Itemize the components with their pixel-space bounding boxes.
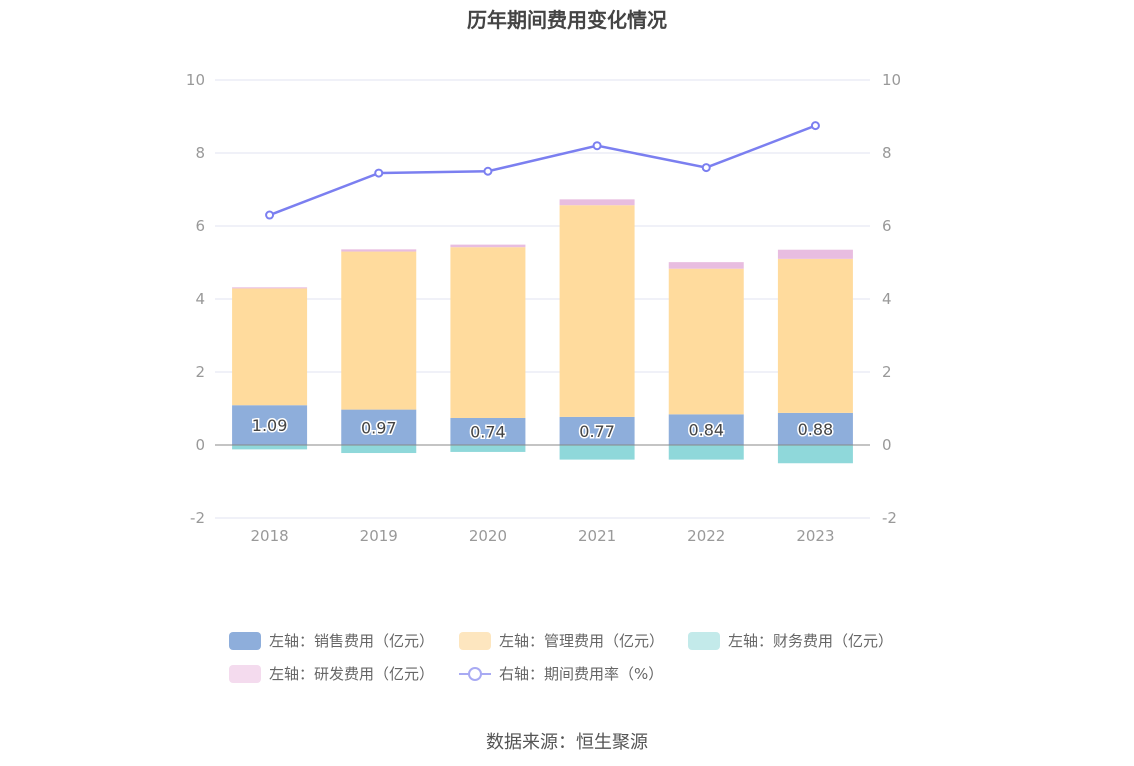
y-tick-label-left: 10	[186, 71, 205, 89]
bar-admin	[777, 258, 853, 413]
x-tick-label: 2020	[469, 527, 507, 545]
bar-sales	[450, 417, 526, 445]
x-tick-label: 2018	[250, 527, 288, 545]
data-label-sales: 0.97	[361, 418, 397, 437]
x-tick-label: 2022	[687, 527, 725, 545]
legend-swatch-finance	[688, 631, 720, 650]
data-label-sales: 0.88	[798, 420, 834, 439]
legend-item-rd[interactable]: 左轴：研发费用（亿元）	[229, 663, 434, 684]
bar-sales	[341, 409, 417, 445]
legend-swatch-rd	[229, 664, 261, 683]
y-tick-label-right: 2	[882, 363, 892, 381]
y-tick-label-left: 2	[195, 363, 205, 381]
legend-label-admin: 左轴：管理费用（亿元）	[499, 632, 665, 650]
data-source: 数据来源：恒生聚源	[486, 732, 648, 753]
legend-item-sales[interactable]: 左轴：销售费用（亿元）	[229, 630, 434, 651]
y-tick-label-left: 6	[195, 217, 205, 235]
bar-sales	[668, 414, 744, 445]
bar-rd	[232, 287, 308, 289]
y-tick-label-right: 8	[882, 144, 892, 162]
bar-admin	[232, 288, 308, 406]
legend-label-sales: 左轴：销售费用（亿元）	[269, 632, 435, 650]
point-rate	[701, 163, 711, 173]
legend-item-finance[interactable]: 左轴：财务费用（亿元）	[688, 630, 893, 651]
bar-admin	[341, 251, 417, 410]
data-label-sales: 0.84	[688, 421, 724, 440]
bar-rd	[341, 249, 417, 252]
bar-admin	[559, 205, 635, 417]
bar-rd	[777, 249, 853, 259]
legend-swatch-admin	[459, 631, 491, 650]
bar-sales	[777, 412, 853, 445]
legend-swatch-rate	[459, 665, 491, 683]
data-label-sales: 1.09	[252, 416, 288, 435]
legend-item-admin[interactable]: 左轴：管理费用（亿元）	[459, 630, 664, 651]
data-label-sales: 0.74	[470, 422, 506, 441]
y-tick-label-right: 10	[882, 71, 901, 89]
y-tick-label-left: 8	[195, 144, 205, 162]
legend-label-rate: 右轴：期间费用率（%）	[499, 665, 664, 683]
bar-finance	[450, 445, 526, 452]
x-tick-label: 2019	[360, 527, 398, 545]
point-rate	[265, 210, 275, 220]
point-rate	[592, 141, 602, 151]
y-tick-label-right: 0	[882, 436, 892, 454]
point-rate	[810, 121, 820, 131]
bar-finance	[341, 445, 417, 454]
bar-admin	[668, 268, 744, 415]
point-rate	[483, 166, 493, 176]
bar-finance	[232, 445, 308, 450]
bar-admin	[450, 247, 526, 418]
y-tick-label-left: 4	[195, 290, 205, 308]
bar-finance	[559, 445, 635, 460]
bar-sales	[232, 405, 308, 445]
bar-finance	[668, 445, 744, 460]
legend-label-rd: 左轴：研发费用（亿元）	[269, 665, 435, 683]
point-rate	[374, 168, 384, 178]
y-tick-label-left: 0	[195, 436, 205, 454]
data-label-sales: 0.77	[579, 422, 615, 441]
y-tick-label-right: 4	[882, 290, 892, 308]
y-tick-label-right: -2	[882, 509, 897, 527]
bar-sales	[559, 416, 635, 445]
y-tick-label-left: -2	[190, 509, 205, 527]
bar-finance	[777, 445, 853, 464]
chart-title: 历年期间费用变化情况	[467, 8, 667, 32]
bar-rd	[450, 244, 526, 248]
legend-label-finance: 左轴：财务费用（亿元）	[728, 632, 894, 650]
line-rate	[269, 124, 816, 217]
bar-rd	[668, 262, 744, 269]
x-tick-label: 2023	[796, 527, 834, 545]
x-tick-label: 2021	[578, 527, 616, 545]
bar-rd	[559, 199, 635, 206]
legend-item-rate[interactable]: 右轴：期间费用率（%）	[459, 663, 663, 684]
legend-swatch-sales	[229, 631, 261, 650]
y-tick-label-right: 6	[882, 217, 892, 235]
